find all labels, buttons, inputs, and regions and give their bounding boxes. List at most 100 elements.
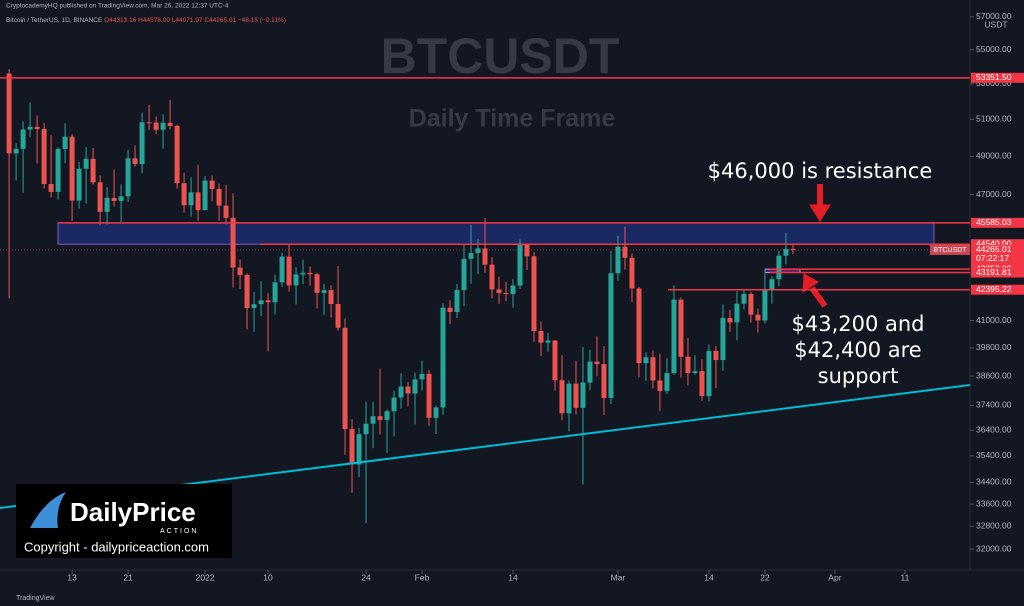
candle-body — [566, 383, 572, 414]
candle-body — [524, 243, 530, 257]
candle-body — [678, 299, 684, 357]
candle-body — [363, 423, 369, 435]
candle-body — [377, 416, 383, 420]
candle-body — [265, 300, 271, 303]
candle-body — [790, 248, 796, 250]
candle-body — [454, 290, 460, 313]
close-value: C44265.01 — [204, 17, 236, 24]
candle-body — [664, 373, 670, 391]
candle-body — [783, 248, 789, 256]
candle-body — [594, 361, 600, 365]
candle-body — [174, 125, 180, 184]
x-tick-label: Apr — [828, 572, 841, 582]
candle-body — [237, 267, 243, 275]
candle-body — [76, 168, 82, 201]
annotation: $46,000 is resistance — [708, 159, 933, 183]
candle-body — [531, 256, 537, 332]
candle-body — [286, 256, 292, 286]
symbol-header: Bitcoin / TetherUS, 1D, BINANCE O44313.1… — [6, 17, 286, 24]
candle-body — [125, 158, 131, 197]
x-tick-label: 2022 — [196, 572, 215, 582]
x-tick-label: 24 — [361, 572, 371, 582]
candle-body — [391, 397, 397, 412]
logo-tagline: ACTION — [160, 528, 198, 535]
candle-body — [104, 197, 110, 212]
x-tick-label: 10 — [263, 572, 273, 582]
level-tag — [971, 217, 1024, 228]
candle-body — [643, 357, 649, 364]
level-tag — [971, 72, 1024, 83]
candle-body — [384, 411, 390, 420]
annotation: $42,400 are — [794, 338, 921, 362]
x-tick-label: 21 — [123, 572, 133, 582]
candle-body — [48, 184, 54, 192]
candle-body — [615, 246, 621, 274]
y-tick-label: 35400.00 — [976, 450, 1012, 460]
candle-body — [27, 126, 33, 130]
candle-body — [461, 258, 467, 291]
candle-body — [650, 357, 656, 381]
chart-title: BTCUSDT — [381, 28, 620, 84]
level-label: 53351.50 — [976, 72, 1012, 82]
candle-body — [699, 371, 705, 397]
y-tick-label: 38600.00 — [976, 370, 1012, 380]
candle-body — [433, 407, 439, 418]
candle-body — [307, 272, 313, 275]
candle-body — [293, 274, 299, 286]
y-tick-label: 34400.00 — [976, 477, 1012, 487]
x-tick-label: 22 — [760, 572, 770, 582]
candle-body — [139, 122, 145, 165]
candle-body — [755, 314, 761, 321]
candle-body — [188, 192, 194, 206]
candle-body — [349, 429, 355, 465]
candle-body — [468, 252, 474, 259]
change-value: −48.15 (−0.11%) — [238, 17, 286, 24]
y-tick-label: 41000.00 — [976, 315, 1012, 325]
candle-body — [398, 386, 404, 398]
candle-body — [412, 379, 418, 394]
chart-subtitle: Daily Time Frame — [409, 105, 616, 133]
candle-body — [111, 197, 117, 201]
candle-body — [83, 158, 89, 169]
candle-body — [545, 340, 551, 343]
candle-body — [321, 290, 327, 293]
level-label: 42395.22 — [976, 284, 1012, 294]
candle-body — [671, 299, 677, 374]
candle-body — [216, 189, 222, 206]
plot-area: 57000.00 55000.00 53000.00 51000.00 49000.00… — [0, 11, 1012, 582]
candle-body — [342, 327, 348, 430]
price-label: 44265.01 — [976, 244, 1012, 254]
x-tick-label: 11 — [900, 572, 909, 582]
candle-body — [538, 331, 544, 343]
candle-body — [230, 217, 236, 268]
candle-body — [440, 307, 446, 408]
x-tick-label: Feb — [415, 572, 430, 582]
candle-body — [300, 272, 306, 275]
arrow-head — [802, 273, 819, 293]
countdown: 07:22:17 — [976, 253, 1009, 263]
candle-body — [706, 350, 712, 397]
candle-body — [713, 350, 719, 361]
candle-body — [244, 274, 250, 309]
candle-body — [146, 122, 152, 124]
candle-body — [209, 180, 215, 190]
candle-body — [328, 290, 334, 304]
level-label: 45585.03 — [976, 217, 1012, 227]
candle-body — [517, 243, 523, 286]
candle-body — [20, 129, 26, 149]
candle-body — [559, 380, 565, 414]
y-tick-label: 49000.00 — [976, 150, 1012, 160]
symbol: Bitcoin / TetherUS, 1D, BINANCE — [6, 17, 103, 24]
candle-body — [447, 307, 453, 313]
open-value: O44313.16 — [104, 17, 137, 24]
candle-body — [195, 192, 201, 211]
currency: USDT — [984, 19, 1007, 29]
candle-body — [69, 136, 75, 201]
candle-body — [685, 356, 691, 374]
candle-body — [720, 317, 726, 361]
candle-body — [181, 183, 187, 206]
candle-body — [741, 293, 747, 304]
candle-body — [272, 282, 278, 303]
y-tick-label: 37400.00 — [976, 400, 1012, 410]
candle-body — [482, 248, 488, 265]
